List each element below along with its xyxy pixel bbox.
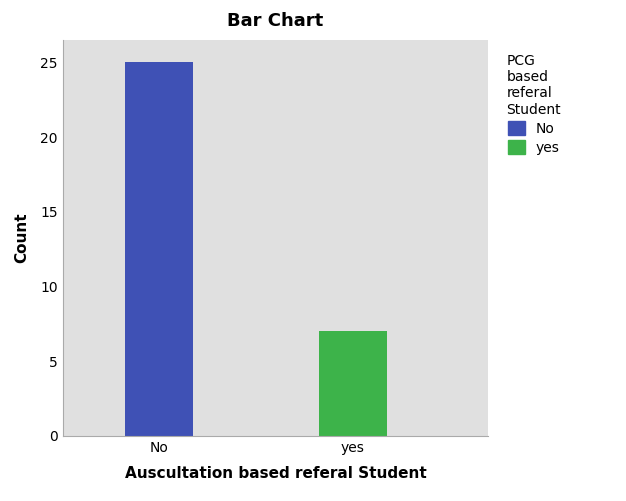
Legend: No, yes: No, yes bbox=[500, 47, 568, 161]
Y-axis label: Count: Count bbox=[14, 212, 29, 264]
Bar bbox=[319, 331, 387, 436]
Title: Bar Chart: Bar Chart bbox=[227, 12, 324, 30]
Bar bbox=[125, 63, 193, 436]
X-axis label: Auscultation based referal Student: Auscultation based referal Student bbox=[125, 466, 426, 481]
